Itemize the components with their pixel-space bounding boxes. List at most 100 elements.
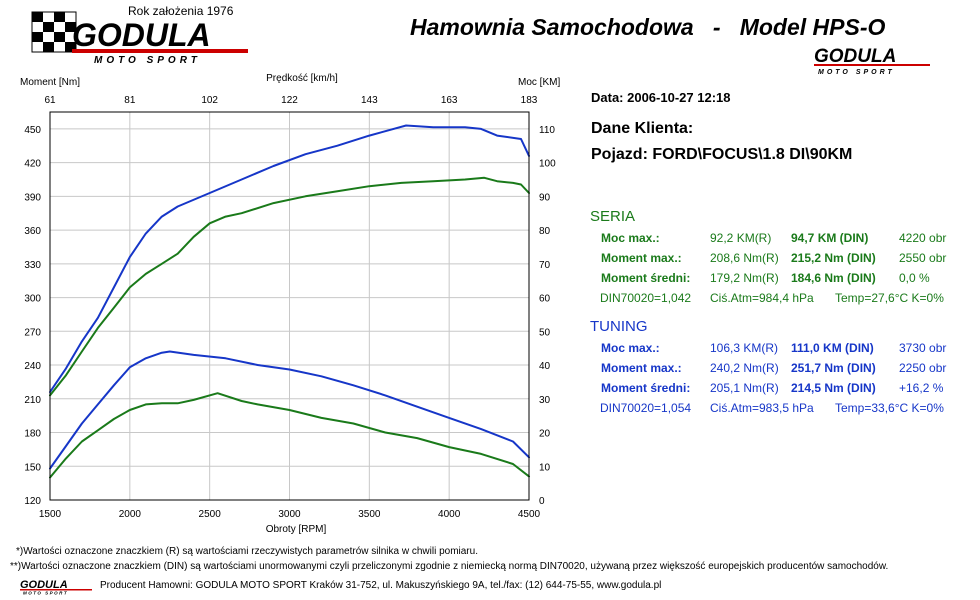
y-left-axis-label: Moment [Nm] — [20, 77, 80, 88]
atm-pressure: Ciś.Atm=984,4 hPa — [710, 291, 814, 305]
y-left-tick-label: 420 — [24, 159, 41, 170]
top-tick-label: 143 — [361, 95, 378, 106]
y-left-tick-label: 270 — [24, 327, 41, 338]
row-din-value: 111,0 KM (DIN) — [791, 341, 874, 355]
svg-text:GODULA: GODULA — [72, 17, 211, 53]
footnote-din: **)Wartości oznaczone znaczkiem (DIN) są… — [10, 561, 889, 572]
row-extra-value: 2550 obr — [899, 251, 947, 265]
seria-row-avg-torque: Moment średni: 179,2 Nm(R) 184,6 Nm (DIN… — [0, 268, 980, 288]
x-tick-label: 4500 — [518, 509, 541, 520]
measurement-date: Data: 2006-10-27 12:18 — [591, 90, 731, 105]
curve-power-seria — [49, 176, 530, 397]
row-label: Moment max.: — [601, 361, 682, 375]
y-right-tick-label: 110 — [539, 125, 555, 136]
svg-text:GODULA: GODULA — [814, 46, 896, 67]
row-real-value: 106,3 KM(R) — [710, 341, 779, 355]
y-right-axis-label: Moc [KM] — [518, 77, 560, 88]
temperature: Temp=27,6°C K=0% — [835, 291, 944, 305]
row-din-value: 214,5 Nm (DIN) — [791, 381, 876, 395]
row-real-value: 92,2 KM(R) — [710, 231, 772, 245]
y-right-tick-label: 90 — [539, 192, 551, 203]
x-tick-label: 3500 — [358, 509, 381, 520]
y-right-tick-label: 30 — [539, 395, 551, 406]
x-tick-label: 2000 — [119, 509, 142, 520]
footnote-real: *)Wartości oznaczone znaczkiem (R) są wa… — [16, 546, 478, 557]
row-real-value: 205,1 Nm(R) — [710, 381, 779, 395]
y-left-tick-label: 150 — [24, 462, 41, 473]
y-right-tick-label: 0 — [539, 496, 545, 507]
seria-row-torque: Moment max.: 208,6 Nm(R) 215,2 Nm (DIN) … — [0, 248, 980, 268]
top-tick-label: 81 — [124, 95, 136, 106]
y-right-tick-label: 50 — [539, 327, 551, 338]
y-left-tick-label: 180 — [24, 429, 41, 440]
y-right-tick-label: 20 — [539, 429, 551, 440]
y-left-tick-label: 390 — [24, 192, 41, 203]
tuning-row-torque: Moment max.: 240,2 Nm(R) 251,7 Nm (DIN) … — [0, 358, 980, 378]
row-label: Moment średni: — [601, 271, 691, 285]
top-tick-label: 122 — [281, 95, 298, 106]
y-left-tick-label: 120 — [24, 496, 41, 507]
page-title: Hamownia Samochodowa - Model HPS-O — [410, 14, 886, 40]
row-extra-value: 2250 obr — [899, 361, 947, 375]
founded-text: Rok założenia 1976 — [128, 4, 234, 18]
footer-producer: Producent Hamowni: GODULA MOTO SPORT Kra… — [100, 580, 662, 591]
godula-logo-small: GODULA MOTO SPORT — [814, 46, 930, 76]
y-left-tick-label: 210 — [24, 395, 41, 406]
row-din-value: 215,2 Nm (DIN) — [791, 251, 876, 265]
din-factor: DIN70020=1,054 — [600, 401, 692, 415]
y-left-tick-label: 330 — [24, 260, 41, 271]
tuning-row-power: Moc max.: 106,3 KM(R) 111,0 KM (DIN) 373… — [0, 338, 980, 358]
top-axis-label: Prędkość [km/h] — [266, 73, 338, 84]
row-label: Moment max.: — [601, 251, 682, 265]
seria-conditions: DIN70020=1,042 Ciś.Atm=984,4 hPa Temp=27… — [0, 288, 980, 308]
top-tick-label: 183 — [521, 95, 538, 106]
chart-curves — [49, 124, 530, 479]
svg-text:MOTO SPORT: MOTO SPORT — [818, 69, 895, 76]
curve-torque-tuning — [49, 350, 530, 470]
curve-torque-seria — [49, 392, 530, 479]
seria-title: SERIA — [590, 208, 636, 225]
y-left-tick-label: 450 — [24, 125, 41, 136]
x-tick-label: 4000 — [438, 509, 461, 520]
checkered-flag-icon — [31, 11, 77, 53]
y-left-tick-label: 360 — [24, 226, 41, 237]
row-label: Moc max.: — [601, 231, 660, 245]
atm-pressure: Ciś.Atm=983,5 hPa — [710, 401, 814, 415]
svg-text:GODULA: GODULA — [20, 579, 68, 591]
top-tick-label: 61 — [44, 95, 56, 106]
row-din-value: 251,7 Nm (DIN) — [791, 361, 876, 375]
godula-logo-footer: GODULA MOTO SPORT — [20, 579, 92, 596]
top-tick-label: 163 — [441, 95, 458, 106]
svg-text:MOTO SPORT: MOTO SPORT — [23, 591, 68, 596]
row-label: Moment średni: — [601, 381, 691, 395]
row-real-value: 179,2 Nm(R) — [710, 271, 779, 285]
y-right-tick-label: 10 — [539, 462, 551, 473]
row-extra-value: 0,0 % — [899, 271, 930, 285]
curve-power-tuning — [49, 124, 530, 393]
row-real-value: 240,2 Nm(R) — [710, 361, 779, 375]
row-extra-value: 3730 obr — [899, 341, 947, 355]
tuning-conditions: DIN70020=1,054 Ciś.Atm=983,5 hPa Temp=33… — [0, 398, 980, 418]
svg-text:MOTO SPORT: MOTO SPORT — [94, 55, 201, 66]
client-data-heading: Dane Klienta: — [591, 120, 694, 137]
y-left-tick-label: 300 — [24, 294, 41, 305]
row-label: Moc max.: — [601, 341, 660, 355]
x-tick-label: 3000 — [278, 509, 301, 520]
row-din-value: 184,6 Nm (DIN) — [791, 271, 876, 285]
y-right-tick-label: 80 — [539, 226, 551, 237]
temperature: Temp=33,6°C K=0% — [835, 401, 944, 415]
row-extra-value: +16,2 % — [899, 381, 944, 395]
row-real-value: 208,6 Nm(R) — [710, 251, 779, 265]
y-left-tick-label: 240 — [24, 361, 41, 372]
y-right-tick-label: 40 — [539, 361, 551, 372]
x-tick-label: 1500 — [39, 509, 62, 520]
tuning-title: TUNING — [590, 318, 648, 335]
x-tick-label: 2500 — [199, 509, 222, 520]
row-din-value: 94,7 KM (DIN) — [791, 231, 869, 245]
x-axis-label: Obroty [RPM] — [266, 524, 327, 535]
row-extra-value: 4220 obr — [899, 231, 947, 245]
godula-logo: GODULA MOTO SPORT — [31, 11, 248, 66]
y-right-tick-label: 60 — [539, 294, 551, 305]
